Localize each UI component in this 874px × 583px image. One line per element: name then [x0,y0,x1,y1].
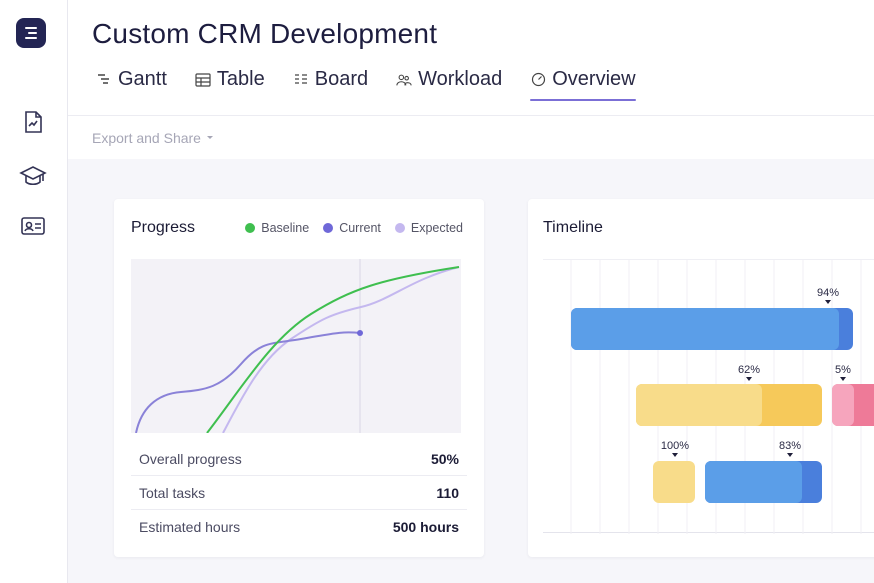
current-line [135,331,361,434]
bar-percent-label: 5% [835,364,851,376]
progress-chart-svg [135,259,460,434]
export-and-share-button[interactable]: Export and Share [92,130,214,146]
marker-arrow-icon [746,377,752,381]
stat-row-total-tasks: Total tasks 110 [131,476,467,510]
stat-value: 50% [430,450,459,467]
stat-row-overall-progress: Overall progress 50% [131,442,467,476]
left-sidebar [0,0,68,583]
bar-percent-label: 83% [779,440,801,452]
stat-value: 500 hours [392,519,459,535]
timeline-bar-progress [832,384,854,426]
timeline-bar[interactable] [653,461,695,503]
tab-gantt[interactable]: Gantt [96,68,167,99]
current-point [357,330,363,336]
timeline-bar-progress [571,308,839,350]
timeline-title: Timeline [543,219,603,236]
workload-icon [396,72,412,88]
tab-label: Board [314,68,369,90]
bar-percent-label: 94% [817,287,839,299]
marker-arrow-icon [787,453,793,457]
baseline-dot [245,223,256,233]
app-logo[interactable] [16,18,46,48]
baseline-line [206,266,460,434]
overview-icon [530,72,546,88]
tab-label: Table [216,68,265,90]
legend-current: Current [323,221,381,235]
progress-card: Progress Baseline Current Expected [114,199,484,557]
tab-table[interactable]: Table [195,68,265,99]
timeline-chart: 94% 62% 5% 100% 83% [543,259,874,534]
legend-label: Baseline [261,221,310,235]
timeline-svg: 94% 62% 5% 100% 83% [570,260,874,534]
current-dot [323,223,334,233]
marker-arrow-icon [672,453,678,457]
expected-dot [394,223,405,233]
view-tabs: Gantt Table Board Workload Overview [96,68,664,101]
project-header: Custom CRM Development Gantt Table Board… [68,0,874,116]
legend-label: Current [339,221,381,235]
stat-value: 110 [436,484,459,501]
progress-legend: Baseline Current Expected [245,221,463,235]
caret-down-icon [206,136,213,139]
board-icon [293,72,309,88]
toolbar: Export and Share [68,117,874,159]
bar-percent-label: 62% [738,364,760,376]
stat-row-estimated-hours: Estimated hours 500 hours [131,510,467,544]
contact-card-icon[interactable] [19,212,47,240]
legend-baseline: Baseline [245,221,309,235]
marker-arrow-icon [840,377,846,381]
bar-percent-label: 100% [661,440,689,452]
timeline-bar-progress [636,384,762,426]
tab-overview[interactable]: Overview [530,68,636,101]
tab-label: Gantt [118,68,167,90]
page-title: Custom CRM Development [92,18,438,49]
legend-expected: Expected [394,221,463,235]
export-label: Export and Share [92,130,201,146]
overview-content: Progress Baseline Current Expected [68,159,874,583]
table-icon [195,72,211,88]
expected-line [222,266,460,434]
marker-arrow-icon [825,300,831,304]
timeline-bar-progress [705,461,802,503]
graduation-cap-icon[interactable] [19,162,47,190]
stat-label: Overall progress [139,450,242,467]
menu-logo-icon [25,27,37,39]
timeline-card: Timeline 94% 62% [528,199,874,557]
stat-label: Estimated hours [139,519,241,535]
tab-workload[interactable]: Workload [396,68,502,99]
stat-label: Total tasks [139,484,206,501]
progress-chart [131,259,461,434]
progress-stats: Overall progress 50% Total tasks 110 Est… [131,442,467,544]
gantt-icon [96,72,112,88]
progress-title: Progress [131,219,196,236]
tab-board[interactable]: Board [293,68,368,99]
tab-label: Workload [418,68,503,90]
document-icon[interactable] [19,108,47,136]
legend-label: Expected [410,221,463,235]
tab-label: Overview [552,68,636,90]
